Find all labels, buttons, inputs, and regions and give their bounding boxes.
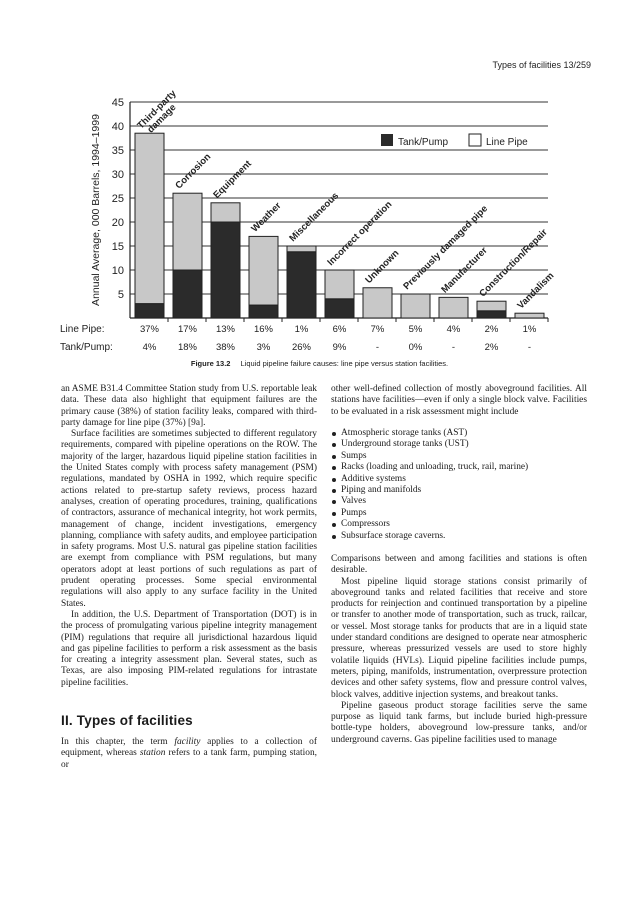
y-tick-label: 20 (112, 217, 124, 229)
right-column: other well-defined collection of mostly … (331, 384, 587, 746)
tank-pump-percent: 38% (215, 342, 235, 353)
bar-tank-pump (248, 304, 279, 319)
tank-pump-percent: 9% (332, 342, 347, 353)
list-item: Subsurface storage caverns. (331, 531, 587, 542)
y-tick-label: 40 (112, 121, 124, 133)
y-tick-label: 15 (112, 241, 124, 253)
line-pipe-percent: 5% (408, 324, 423, 335)
line-pipe-percent: 37% (139, 324, 159, 335)
y-tick-label: 35 (112, 145, 124, 157)
y-tick-label: 45 (112, 97, 124, 109)
line-pipe-percent: 1% (522, 324, 537, 335)
line-pipe-percent: 16% (253, 324, 273, 335)
y-tick-label: 25 (112, 193, 124, 205)
paragraph: In this chapter, the term facility appli… (61, 737, 317, 771)
paragraph: In addition, the U.S. Department of Tran… (61, 609, 317, 688)
category-label: Vandalism (515, 270, 556, 311)
list-item: Compressors (331, 519, 587, 530)
bar-line-pipe (514, 312, 545, 319)
list-item: Racks (loading and unloading, truck, rai… (331, 462, 587, 473)
legend-label-tank-pump: Tank/Pump (398, 137, 448, 148)
figure-caption-text: Liquid pipeline failure causes: line pip… (240, 359, 449, 368)
y-tick-label: 10 (112, 265, 124, 277)
list-item: Underground storage tanks (UST) (331, 439, 587, 450)
bar-line-pipe (134, 132, 165, 305)
line-pipe-percent: 1% (294, 324, 309, 335)
line-pipe-percent: 7% (370, 324, 385, 335)
running-head: Types of facilities 13/259 (492, 60, 591, 70)
list-item: Pumps (331, 508, 587, 519)
tank-pump-percent: - (375, 342, 380, 353)
tank-pump-percent: 18% (177, 342, 197, 353)
bar-line-pipe (400, 293, 431, 319)
list-item: Atmospheric storage tanks (AST) (331, 428, 587, 439)
left-column: an ASME B31.4 Committee Station study fr… (61, 384, 317, 771)
text: applies to a collection of equipment, wh… (61, 737, 317, 759)
paragraph: an ASME B31.4 Committee Station study fr… (61, 384, 317, 428)
paragraph: Pipeline gaseous product storage facilit… (331, 700, 587, 745)
legend-label-line-pipe: Line Pipe (486, 137, 528, 148)
y-tick-label: 30 (112, 169, 124, 181)
facility-list: Atmospheric storage tanks (AST) Undergro… (331, 428, 587, 542)
bar-tank-pump (286, 251, 317, 319)
term-station: station (139, 748, 166, 759)
row-label-line-pipe: Line Pipe: (60, 324, 105, 335)
list-item: Piping and manifolds (331, 485, 587, 496)
list-item: Sumps (331, 451, 587, 462)
y-tick-label: 5 (118, 289, 124, 301)
line-pipe-percent: 17% (177, 324, 197, 335)
figure-label: Figure 13.2 (190, 359, 231, 368)
bar-tank-pump (324, 298, 355, 319)
legend-swatch-line-pipe (468, 133, 482, 147)
paragraph: Comparisons between and among facilities… (331, 553, 587, 576)
bar-line-pipe (172, 192, 203, 271)
paragraph: Surface facilities are sometimes subject… (61, 429, 317, 609)
tank-pump-percent: 4% (142, 342, 157, 353)
y-axis-label: Annual Average, 000 Barrels, 1994–1999 (90, 114, 102, 306)
text: In this chapter, the term (61, 737, 175, 748)
tank-pump-percent: 2% (484, 342, 499, 353)
bar-tank-pump (172, 269, 203, 319)
bar-line-pipe (210, 202, 241, 223)
row-label-tank-pump: Tank/Pump: (60, 342, 113, 353)
section-heading: II. Types of facilities (61, 713, 193, 729)
text: refers to a tank farm, pumping station, … (61, 748, 317, 770)
bar-line-pipe (286, 245, 317, 253)
category-label: Equipment (211, 158, 254, 201)
tank-pump-percent: - (451, 342, 456, 353)
category-label: Unknown (363, 248, 401, 286)
list-item: Valves (331, 496, 587, 507)
list-item: Additive systems (331, 474, 587, 485)
legend-swatch-tank-pump (381, 134, 393, 146)
line-pipe-percent: 13% (215, 324, 235, 335)
bar-tank-pump (134, 303, 165, 319)
bar-line-pipe (324, 269, 355, 300)
category-label: Corrosion (173, 151, 213, 191)
tank-pump-percent: 3% (256, 342, 271, 353)
bar-tank-pump (210, 221, 241, 319)
bar-line-pipe (362, 287, 393, 319)
line-pipe-percent: 6% (332, 324, 347, 335)
bar-tank-pump (476, 310, 507, 319)
bar-line-pipe (476, 300, 507, 312)
figure-caption: Figure 13.2 Liquid pipeline failure cause… (0, 359, 639, 368)
tank-pump-percent: - (527, 342, 532, 353)
line-pipe-percent: 2% (484, 324, 499, 335)
bar-line-pipe (248, 235, 279, 306)
tank-pump-percent: 0% (408, 342, 423, 353)
category-label: Weather (249, 200, 283, 234)
bar-line-pipe (438, 296, 469, 319)
tank-pump-percent: 26% (291, 342, 311, 353)
paragraph: other well-defined collection of mostly … (331, 384, 587, 417)
failure-causes-chart: 5 10 15 20 25 30 35 40 45 Annual Average, 000 Bar… (90, 88, 556, 322)
paragraph: Most pipeline liquid storage stations co… (331, 576, 587, 700)
line-pipe-percent: 4% (446, 324, 461, 335)
category-label: Previously damaged pipe (401, 203, 490, 292)
term-facility: facility (174, 737, 201, 748)
